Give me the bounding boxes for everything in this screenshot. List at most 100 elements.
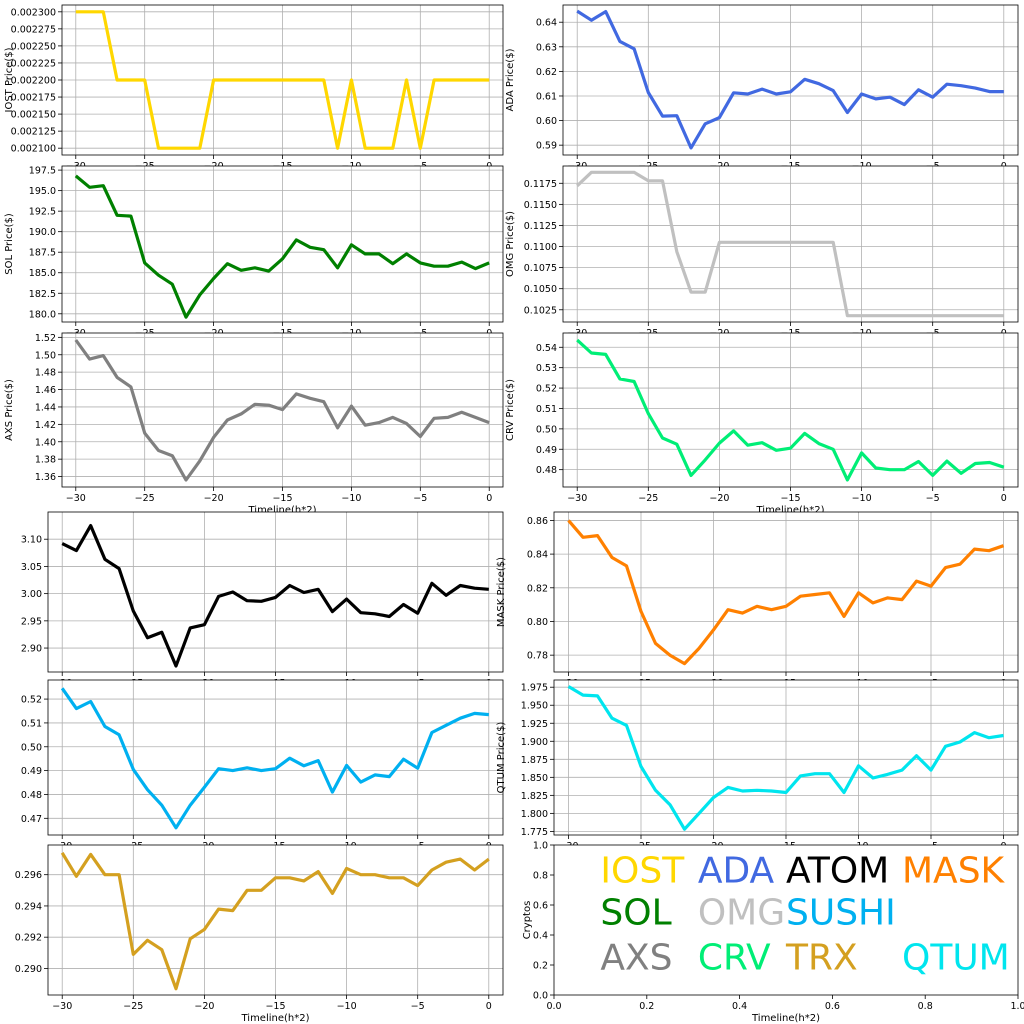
x-tick-label: 0.8 [918,1001,933,1012]
x-tick-label: −15 [265,1001,285,1012]
legend-entry-sol: SOL [600,893,671,934]
legend-entry-qtum: QTUM [902,938,1010,979]
y-tick-label: 3.00 [21,589,42,600]
y-axis-label: IOST Price($) [4,47,15,112]
y-tick-label: 0.49 [21,766,42,777]
x-tick-label: −5 [411,1001,425,1012]
y-tick-label: 0.8 [533,871,548,882]
series-line-ada [576,9,1004,150]
plot-frame [61,332,504,488]
x-tick-label: −10 [337,1001,357,1012]
x-tick-label: −20 [194,1001,214,1012]
y-tick-label: 0.002275 [11,24,56,35]
y-tick-label: 1.40 [35,437,56,448]
series-line-crv [576,338,1005,482]
chart-panel-omg: −30−25−20−15−10−500.10250.10500.10750.11… [505,165,1019,339]
y-tick-label: 1.0 [533,841,548,852]
y-tick-label: 0.52 [536,384,557,395]
y-tick-label: 0.62 [536,67,557,78]
y-tick-label: 0.1050 [524,284,557,295]
y-tick-label: 1.50 [35,350,56,361]
y-tick-label: 187.5 [29,248,56,259]
plot-frame [47,679,504,836]
y-tick-label: 0.64 [536,18,557,29]
y-tick-label: 0.1075 [524,263,557,274]
x-tick-label: −10 [852,493,872,504]
chart-panel-trx: −30 −25 −20 −15 −10 −5 0 0.290 0.292 0.294 0.296 TR… [0,844,504,1024]
y-axis-label: TRX Price($) [0,889,1,952]
y-tick-label: 180.0 [29,309,56,320]
legend-entry-sushi: SUSHI [786,893,896,934]
series-line-qtum [567,685,1004,831]
plot-frame [61,4,504,156]
y-tick-label: 0.002225 [11,58,56,69]
y-tick-label: 195.0 [29,186,56,197]
y-tick-label: 1.900 [521,737,548,748]
chart-panel-qtum: −30−25−20−15−10−501.7751.8001.8251.8501.… [496,679,1019,852]
y-tick-label: 0.002175 [11,93,56,104]
y-tick-label: 0.60 [536,116,557,127]
legend-entry-omg: OMG [698,893,785,934]
chart-panel-crv: −30 −25 −20 −15 −10 −5 0 0.48 0.49 0.50 0.51 0.52 0.… [505,332,1019,516]
series-line-omg [576,170,1004,318]
chart-panel-atom: −30−25−20−15−10−502.902.953.003.053.10AT… [0,511,504,689]
x-axis-label: Timeline(h*2) [240,1013,309,1024]
y-tick-label: 0.1100 [524,242,557,253]
series-line-trx [60,851,490,991]
y-tick-label: 1.875 [521,755,548,766]
y-tick-label: 0.292 [15,933,42,944]
y-tick-label: 0.50 [536,424,557,435]
series-line-sushi [60,687,489,830]
y-tick-label: 0.48 [536,465,557,476]
plot-frame [553,844,1019,996]
y-tick-label: 1.950 [521,701,548,712]
legend-entry-axs: AXS [600,938,672,979]
y-tick-label: 0.48 [21,790,42,801]
x-tick-label: 0 [1001,493,1007,504]
series-line-atom [61,523,489,668]
y-tick-label: 1.36 [35,472,56,483]
y-tick-label: 3.10 [21,535,42,546]
x-tick-label: −10 [341,493,361,504]
x-tick-label: −30 [66,493,86,504]
y-tick-label: 0.82 [527,583,548,594]
x-tick-label: 0.6 [825,1001,840,1012]
x-tick-label: −5 [926,493,940,504]
y-tick-label: 0.294 [15,901,42,912]
plot-frame [61,165,504,323]
x-tick-label: 0 [486,1001,492,1012]
series-line-sol [74,174,490,319]
y-tick-label: 1.48 [35,368,56,379]
y-tick-label: 190.0 [29,227,56,238]
y-tick-label: 0.0 [533,991,548,1002]
legend-entry-iost: IOST [600,851,685,892]
y-tick-label: 0.47 [21,814,42,825]
y-tick-label: 0.4 [533,931,548,942]
y-tick-label: 0.2 [533,961,548,972]
legend-entry-crv: CRV [698,938,771,979]
y-tick-label: 0.002300 [11,7,56,18]
plot-frame [47,511,504,673]
y-tick-label: 1.42 [35,420,56,431]
y-tick-label: 1.925 [521,719,548,730]
y-tick-label: 197.5 [29,166,56,177]
x-tick-label: −20 [204,493,224,504]
plot-frame [562,165,1019,323]
x-tick-label: 1.0 [1010,1001,1024,1012]
y-tick-label: 192.5 [29,207,56,218]
y-axis-label: AXS Price($) [4,379,15,441]
y-tick-label: 0.49 [536,445,557,456]
x-tick-label: −5 [413,493,427,504]
y-tick-label: 0.1150 [524,200,557,211]
plot-frame [562,332,1019,488]
y-tick-label: 0.61 [536,91,557,102]
y-axis-label: ATOM Price($) [0,557,1,628]
x-tick-label: 0.2 [639,1001,654,1012]
y-tick-label: 0.84 [527,550,548,561]
y-axis-label: Cryptos [522,901,533,940]
y-tick-label: 0.002150 [11,110,56,121]
y-axis-label: SUSHI Price($) [0,721,1,793]
x-tick-label: −25 [638,493,658,504]
plot-frame [553,511,1019,673]
y-tick-label: 1.775 [521,827,548,838]
